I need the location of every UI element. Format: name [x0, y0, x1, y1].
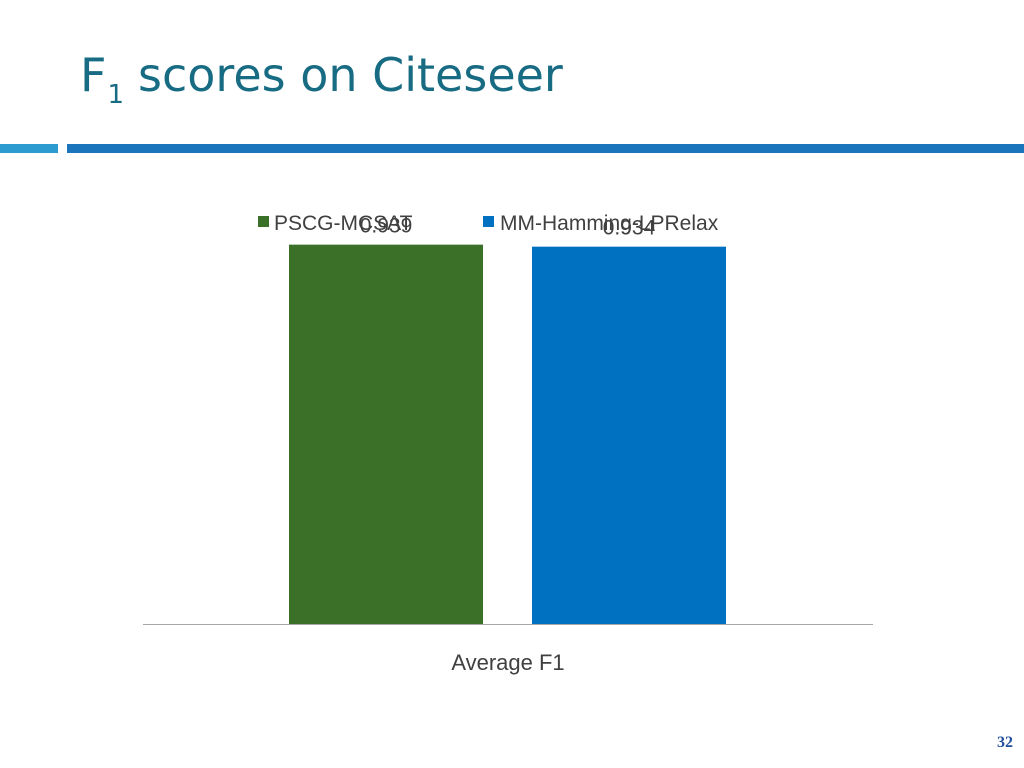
data-label: 0.934 [603, 217, 656, 240]
title-rest: scores on Citeseer [138, 48, 563, 102]
title-main: F [80, 48, 107, 102]
bar-pscg-mcsat [289, 244, 483, 625]
legend-swatch [258, 216, 269, 227]
data-label: 0.939 [360, 215, 413, 238]
title-rule [67, 144, 1024, 153]
x-tick-label: Average F1 [451, 650, 564, 675]
legend-label: MM-Hamming-LPRelax [500, 212, 719, 235]
title-rule-accent [0, 144, 58, 153]
page-number: 32 [997, 734, 1013, 751]
slide-title: F1 scores on Citeseer [80, 52, 563, 108]
legend-swatch [483, 216, 494, 227]
legend-label: PSCG-MCSAT [274, 212, 413, 235]
bar-mm-hamming-lprelax [532, 246, 726, 624]
title-subscript: 1 [107, 80, 125, 110]
